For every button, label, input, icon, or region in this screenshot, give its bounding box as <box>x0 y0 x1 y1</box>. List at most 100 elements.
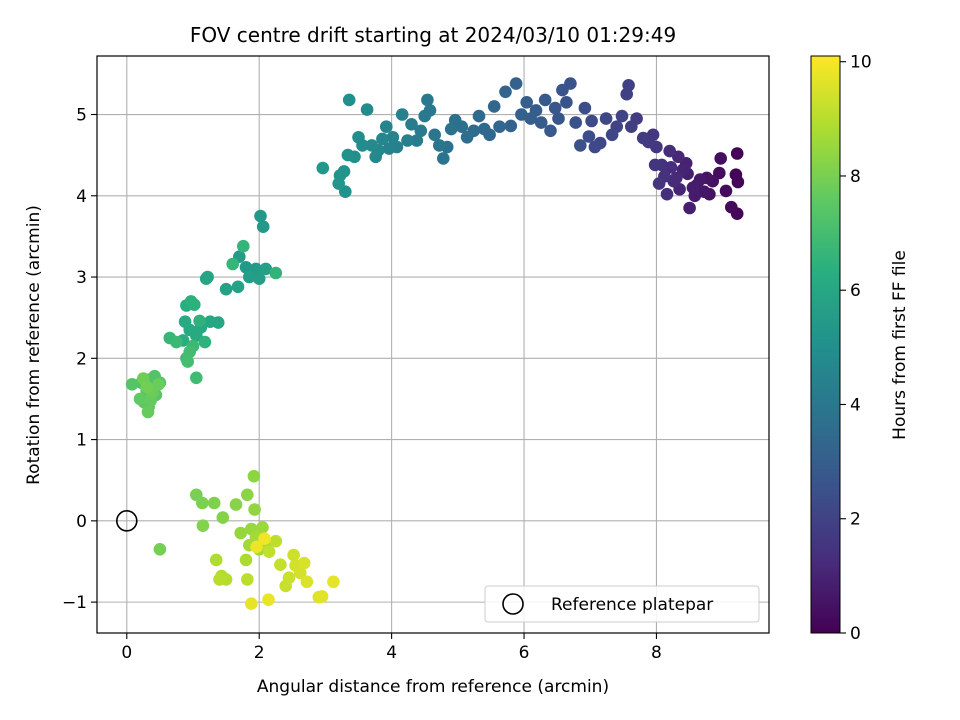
data-point <box>369 150 383 164</box>
data-point <box>683 201 696 215</box>
data-point <box>178 315 192 329</box>
data-point <box>254 209 267 223</box>
data-point <box>504 119 518 133</box>
data-point <box>216 511 230 524</box>
data-point <box>256 521 269 534</box>
data-point <box>444 122 458 136</box>
data-point <box>534 116 548 129</box>
data-point <box>730 147 744 160</box>
data-point <box>401 134 414 147</box>
y-tick-label: 3 <box>76 268 87 288</box>
data-point <box>133 392 147 406</box>
y-tick-label: 5 <box>76 106 87 126</box>
data-point <box>269 266 283 280</box>
data-point <box>544 124 557 138</box>
data-point <box>183 345 196 359</box>
colorbar-gradient <box>810 55 841 634</box>
data-point <box>509 77 523 90</box>
data-point <box>538 93 552 107</box>
data-point <box>405 118 418 131</box>
data-point <box>382 142 396 155</box>
data-point <box>125 378 139 391</box>
data-point <box>648 158 662 172</box>
data-point <box>622 79 635 92</box>
data-point <box>259 262 273 276</box>
data-point <box>193 314 206 328</box>
y-tick-label: −1 <box>62 593 87 613</box>
y-tick-label: 1 <box>76 431 87 451</box>
data-point <box>274 558 287 571</box>
data-point <box>515 108 528 121</box>
data-point <box>337 165 351 178</box>
data-point <box>499 85 512 99</box>
data-point <box>520 96 533 109</box>
y-tick-label: 4 <box>76 187 87 207</box>
colorbar-label: Hours from first FF file <box>890 250 910 440</box>
data-point <box>560 96 573 109</box>
data-point <box>552 112 565 125</box>
data-point <box>196 496 209 510</box>
data-point <box>428 128 442 142</box>
colorbar-ticks: 0 2 4 6 8 10 <box>840 53 872 644</box>
data-point <box>352 131 365 144</box>
data-point <box>203 315 217 329</box>
data-point <box>207 496 221 510</box>
data-point <box>297 556 311 570</box>
data-point <box>140 380 153 394</box>
data-point <box>636 131 650 145</box>
data-point <box>714 152 727 165</box>
data-point <box>667 174 680 188</box>
data-point <box>487 100 501 113</box>
data-point <box>241 573 254 586</box>
data-point <box>199 272 213 286</box>
data-point <box>437 152 450 165</box>
data-point <box>493 120 506 133</box>
data-point <box>262 545 276 558</box>
data-point <box>153 543 167 556</box>
data-point <box>380 120 393 133</box>
legend-entry-reference-platepar: Reference platepar <box>551 595 713 615</box>
data-point <box>234 526 247 540</box>
data-point <box>478 122 491 136</box>
y-tick-label: 0 <box>76 512 87 532</box>
x-tick-label: 0 <box>121 643 132 663</box>
colorbar-tick-label: 10 <box>850 53 872 73</box>
data-point <box>219 282 233 296</box>
data-point <box>578 101 592 115</box>
data-point <box>315 590 329 603</box>
data-point <box>719 184 733 198</box>
data-point <box>239 553 253 567</box>
data-point <box>686 181 700 194</box>
data-point <box>248 503 261 516</box>
data-point <box>342 93 356 107</box>
data-point <box>198 335 212 349</box>
y-tick-label: 2 <box>76 349 87 369</box>
data-point <box>663 144 676 158</box>
data-point <box>660 187 674 201</box>
data-point <box>588 140 602 154</box>
chart-title: FOV centre drift starting at 2024/03/10 … <box>190 23 676 47</box>
data-point <box>605 128 619 142</box>
data-point <box>316 161 330 175</box>
data-point <box>239 261 253 274</box>
data-point <box>731 175 745 189</box>
data-point <box>300 575 314 589</box>
data-point <box>574 139 587 152</box>
data-point <box>282 571 296 584</box>
y-axis-label: Rotation from reference (arcmin) <box>24 205 44 485</box>
plot-frame <box>96 55 770 634</box>
data-point <box>599 112 613 125</box>
data-point <box>625 120 638 133</box>
data-point <box>418 109 432 123</box>
x-tick-label: 8 <box>651 643 662 663</box>
colorbar-tick-label: 4 <box>850 395 861 415</box>
data-point <box>247 469 261 483</box>
data-point <box>213 573 226 586</box>
data-point <box>141 405 155 419</box>
data-point <box>615 109 629 123</box>
data-point <box>256 220 270 233</box>
reference-marker <box>115 510 138 532</box>
colorbar: 0 2 4 6 8 10 Hours from first FF file <box>810 53 910 644</box>
data-point <box>585 114 598 128</box>
data-point <box>188 298 201 312</box>
